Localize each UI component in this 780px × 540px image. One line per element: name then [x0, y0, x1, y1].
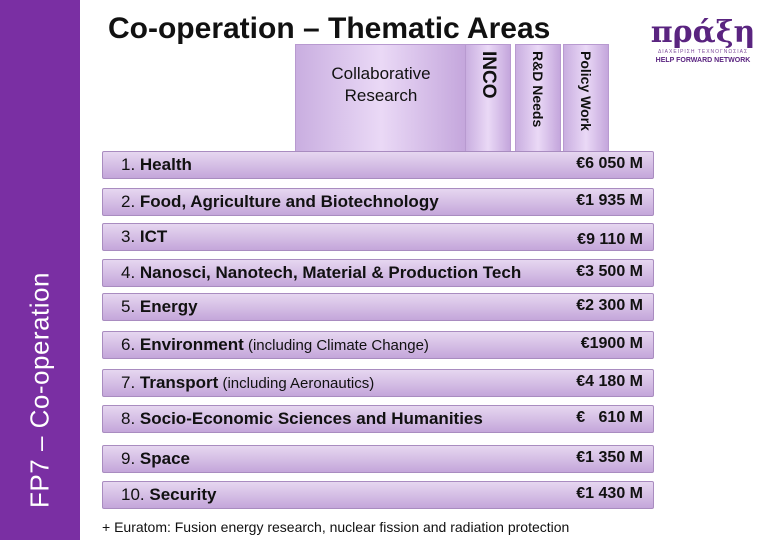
page-title: Co-operation – Thematic Areas — [108, 12, 551, 45]
euratom-footnote: + Euratom: Fusion energy research, nucle… — [102, 519, 570, 535]
pillar-policy-label: Policy Work — [578, 51, 594, 131]
area-budget: €2 300 M — [576, 297, 643, 314]
area-budget: €1 350 M — [576, 449, 643, 466]
area-row: 7. Transport (including Aeronautics) €4 … — [102, 369, 654, 397]
area-name: 5. Energy — [121, 297, 198, 316]
area-budget: €6 050 M — [576, 155, 643, 172]
sidebar: FP7 – Co-operation — [0, 0, 80, 540]
pillar-inco: INCO — [465, 44, 511, 154]
area-name: 8. Socio-Economic Sciences and Humanitie… — [121, 409, 483, 428]
area-name: 9. Space — [121, 449, 190, 468]
area-budget: €1900 M — [580, 335, 643, 352]
pillar-collaborative-label: Collaborative Research — [331, 64, 431, 105]
area-budget: €3 500 M — [576, 263, 643, 280]
pillar-collaborative-research: Collaborative Research — [295, 44, 467, 154]
area-name: 6. Environment (including Climate Change… — [121, 335, 429, 354]
area-name: 3. ICT — [121, 227, 168, 246]
pillar-inco-label: INCO — [478, 51, 499, 99]
area-budget: €1 430 M — [576, 485, 643, 502]
pillar-rd-needs: R&D Needs — [515, 44, 561, 154]
area-name: 1. Health — [121, 155, 192, 174]
area-budget: €1 935 M — [576, 192, 643, 209]
area-name: 10. Security — [121, 485, 217, 504]
area-row: 8. Socio-Economic Sciences and Humanitie… — [102, 405, 654, 433]
sidebar-label: FP7 – Co-operation — [24, 272, 55, 508]
logo-subtitle: ΔΙΑΧΕΙΡΙΣΗ ΤΕΧΝΟΓΝΩΣΙΑΣ — [657, 49, 749, 55]
area-row: 1. Health €6 050 M — [102, 151, 654, 179]
area-row: 4. Nanosci, Nanotech, Material & Product… — [102, 259, 654, 287]
area-name: 4. Nanosci, Nanotech, Material & Product… — [121, 263, 522, 282]
area-name: 2. Food, Agriculture and Biotechnology — [121, 192, 439, 211]
area-row: 10. Security €1 430 M — [102, 481, 654, 509]
pillar-policy-work: Policy Work — [563, 44, 609, 154]
logo: πράξη ΔΙΑΧΕΙΡΙΣΗ ΤΕΧΝΟΓΝΩΣΙΑΣ HELP FORWA… — [642, 18, 764, 68]
pillar-rd-needs-label: R&D Needs — [530, 51, 546, 128]
area-budget: €4 180 M — [576, 373, 643, 390]
logo-word: πράξη — [650, 15, 756, 50]
area-row: 9. Space €1 350 M — [102, 445, 654, 473]
area-name: 7. Transport (including Aeronautics) — [121, 373, 375, 392]
area-row: 6. Environment (including Climate Change… — [102, 331, 654, 359]
area-row: 2. Food, Agriculture and Biotechnology €… — [102, 188, 654, 216]
area-row: 3. ICT €9 110 M — [102, 223, 654, 251]
area-budget: €9 110 M — [577, 231, 643, 248]
area-budget: € 610 M — [576, 409, 643, 426]
logo-tagline: HELP FORWARD NETWORK — [655, 57, 751, 64]
area-row: 5. Energy €2 300 M — [102, 293, 654, 321]
